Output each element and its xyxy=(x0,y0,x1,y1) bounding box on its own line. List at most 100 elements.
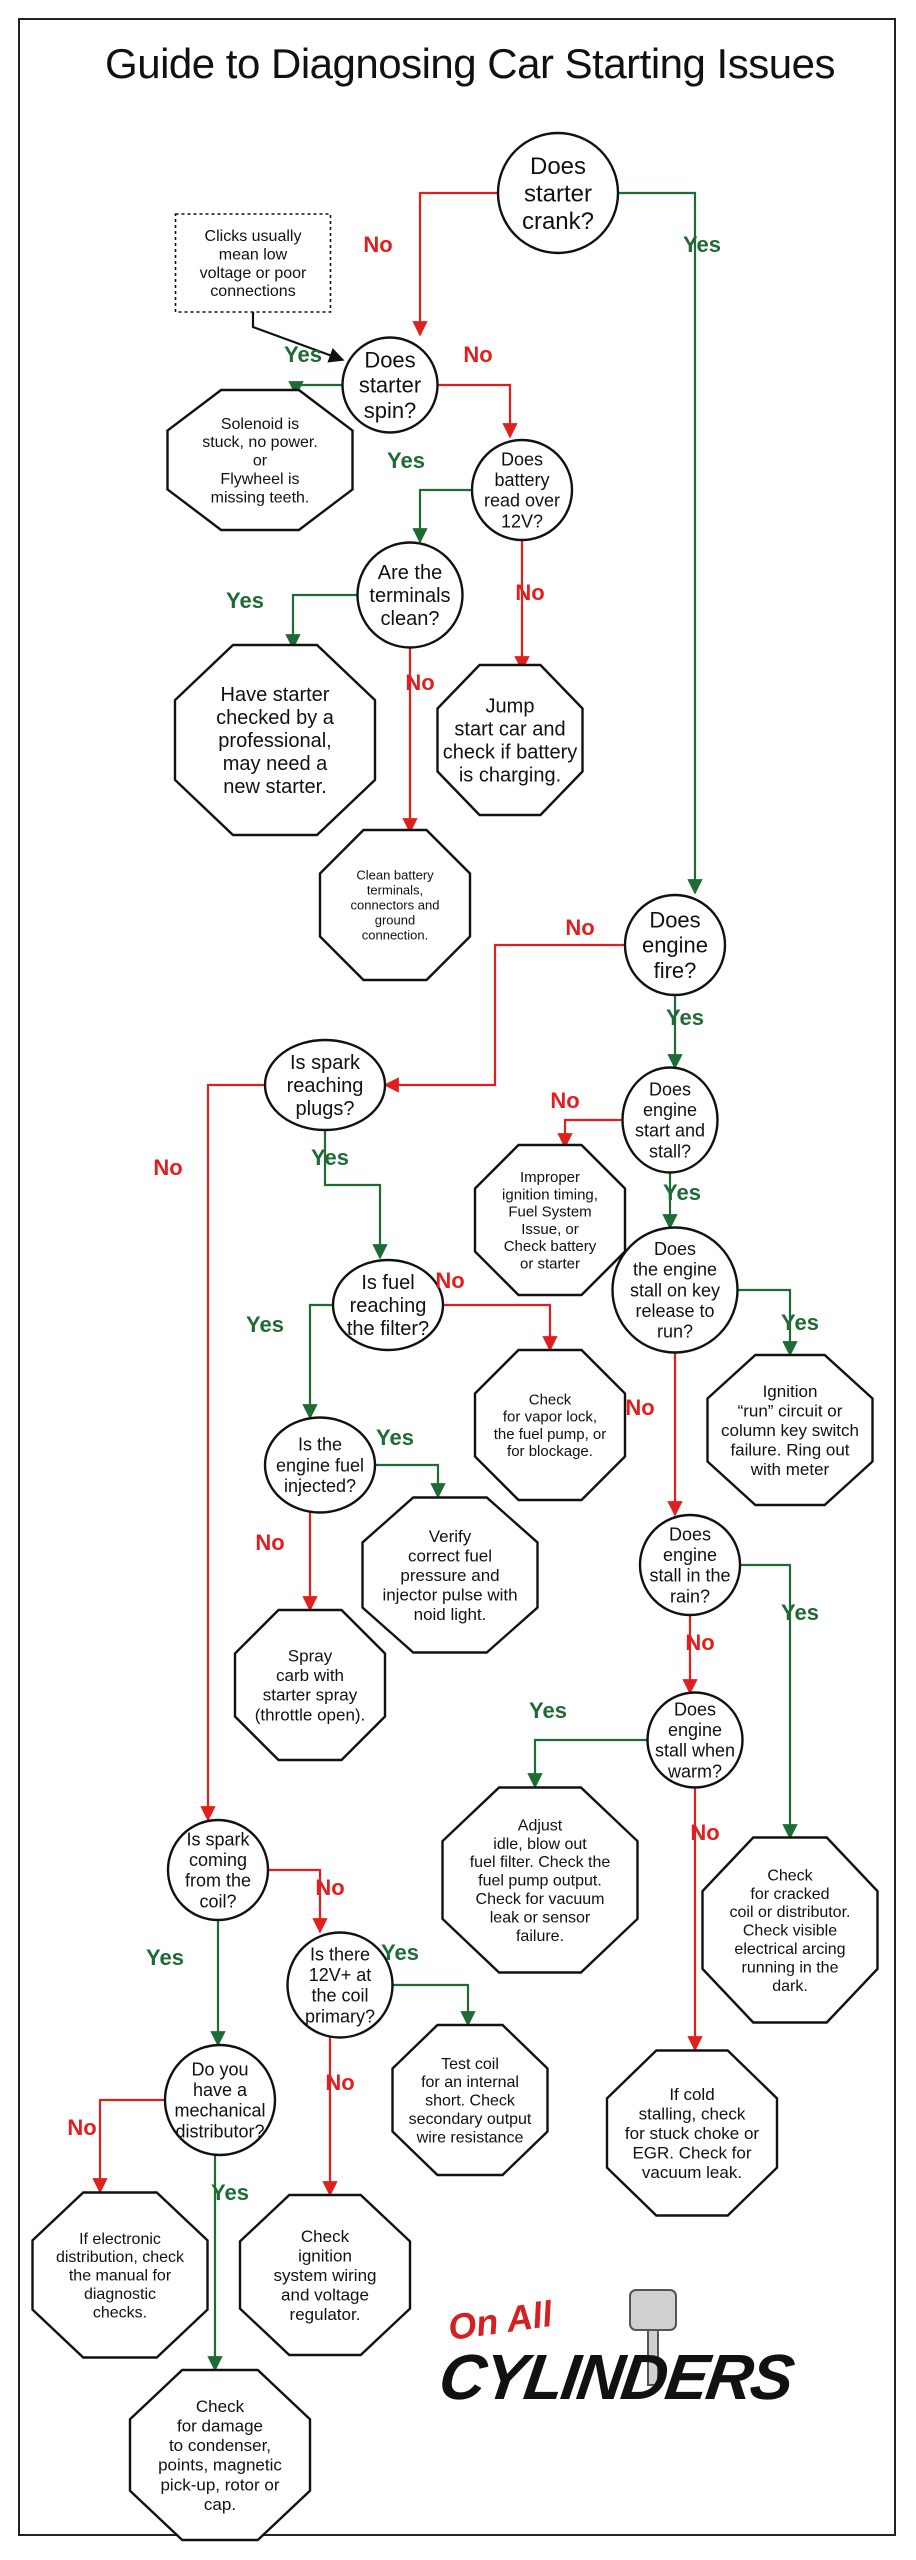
node-text-line: Verify xyxy=(429,1527,472,1546)
node-text-line: terminals, xyxy=(367,883,423,898)
node-text-line: Do you xyxy=(191,2059,248,2079)
node-text-line: clean? xyxy=(381,608,440,630)
decision-circle xyxy=(263,1416,377,1514)
edge-label-mechdist-to-electronic: No xyxy=(67,2115,96,2140)
node-text-line: cap. xyxy=(204,2495,236,2514)
node-text-line: start car and xyxy=(454,719,565,741)
node-text-line: (throttle open). xyxy=(255,1705,366,1724)
node-text-line: Jump xyxy=(486,696,535,718)
node-text-line: for vapor lock, xyxy=(503,1409,597,1426)
node-text-line: system wiring xyxy=(274,2266,377,2285)
edge-label-terminals-to-clean: No xyxy=(405,670,434,695)
node-text-line: Check xyxy=(301,2227,350,2246)
decision-circle xyxy=(611,1226,739,1354)
decision-circle xyxy=(623,893,727,997)
node-text-line: EGR. Check for xyxy=(632,2144,751,2163)
edge-label-coil12-to-wiring: No xyxy=(325,2070,354,2095)
node-text-line: Spray xyxy=(288,1647,333,1666)
node-text-line: 12V+ at xyxy=(309,1965,372,1985)
node-text-line: Ignition xyxy=(763,1382,818,1401)
edge-startstall-to-improper xyxy=(557,1118,622,1149)
node-text-line: connections xyxy=(210,283,295,300)
edge-label-sparkplugs-to-fuelfilter: Yes xyxy=(311,1145,349,1170)
node-text-line: coming xyxy=(189,1850,247,1870)
node-text-line: failure. xyxy=(516,1928,564,1945)
node-text-line: 12V? xyxy=(501,511,543,531)
node-text-line: Check for vacuum xyxy=(476,1891,605,1908)
edge-sparkplugs-to-fuelfilter xyxy=(323,1130,388,1260)
node-text-line: may need a xyxy=(223,753,328,775)
node-text-line: and voltage xyxy=(281,2286,369,2305)
node-text-line: Fuel System xyxy=(508,1204,591,1221)
decision-circle xyxy=(166,1818,270,1922)
outcome-octagon xyxy=(473,1143,627,1297)
node-text-line: running in the xyxy=(742,1959,839,1976)
node-text-line: reaching xyxy=(287,1075,364,1097)
decision-circle xyxy=(331,1258,445,1352)
node-text-line: Does xyxy=(649,1079,691,1099)
node-text-line: Is spark xyxy=(290,1052,361,1074)
node-text-line: secondary output xyxy=(409,2111,532,2128)
node-text-line: Solenoid is xyxy=(221,416,299,433)
node-text-line: for damage xyxy=(177,2417,263,2436)
edge-label-fuelfilter-to-vapor: No xyxy=(435,1268,464,1293)
node-text-line: Check battery xyxy=(504,1238,597,1255)
node-text-line: If electronic xyxy=(79,2231,161,2248)
node-text-line: the manual for xyxy=(69,2268,172,2285)
edge-crank-to-fire xyxy=(618,191,703,895)
edge-spin-to-battery xyxy=(437,383,518,439)
node-text-line: new starter. xyxy=(223,776,326,798)
node-text-line: checks. xyxy=(93,2304,147,2321)
node-text-line: mean low xyxy=(219,246,288,263)
node-text-line: for an internal xyxy=(421,2074,519,2091)
edge-label-warm-to-coldstall: No xyxy=(690,1820,719,1845)
node-text-line: warm? xyxy=(667,1761,722,1781)
node-text-line: stall? xyxy=(649,1141,691,1161)
node-text-line: Adjust xyxy=(518,1817,563,1834)
node-text-line: fire? xyxy=(654,958,697,983)
node-text-line: the engine xyxy=(633,1260,717,1280)
node-text-line: Does xyxy=(364,347,415,372)
node-text-line: diagnostic xyxy=(84,2286,156,2303)
node-text-line: stuck, no power. xyxy=(202,434,318,451)
edge-label-rain-to-cracked: Yes xyxy=(781,1600,819,1625)
logo-cylinders: CYLINDERS xyxy=(434,2341,797,2413)
node-text-line: release to xyxy=(635,1301,714,1321)
node-text-line: for cracked xyxy=(750,1886,829,1903)
node-text-line: Check xyxy=(767,1867,813,1884)
node-text-line: connection. xyxy=(362,927,429,942)
node-text-line: electrical arcing xyxy=(734,1941,845,1958)
node-text-line: have a xyxy=(193,2080,248,2100)
diagram-frame xyxy=(18,18,896,2536)
node-text-line: leak or sensor xyxy=(490,1909,591,1926)
node-text-line: pick-up, rotor or xyxy=(160,2475,279,2494)
node-text-line: Does xyxy=(674,1699,716,1719)
node-text-line: pressure and xyxy=(400,1566,499,1585)
node-text-line: Issue, or xyxy=(521,1221,579,1238)
node-text-line: engine xyxy=(643,1100,697,1120)
node-text-line: coil? xyxy=(199,1891,236,1911)
outcome-octagon xyxy=(128,2368,312,2542)
node-text-line: battery xyxy=(494,470,549,490)
node-text-line: Test coil xyxy=(441,2056,499,2073)
outcome-octagon xyxy=(166,388,354,532)
node-text-line: engine fuel xyxy=(276,1455,364,1475)
edge-label-spin-to-solenoid: Yes xyxy=(284,342,322,367)
node-text-line: Check visible xyxy=(743,1923,837,1940)
